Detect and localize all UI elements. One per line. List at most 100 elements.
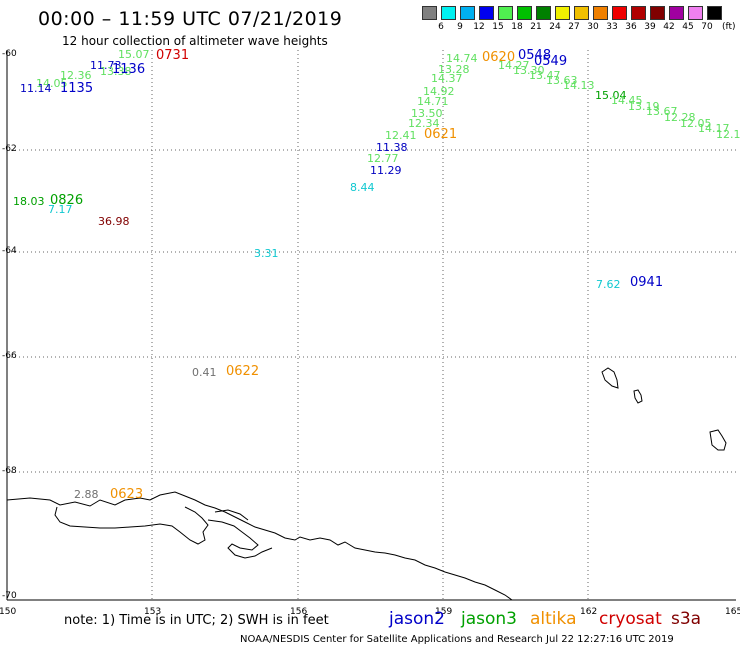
scale-tick-label: 15 [492, 22, 504, 32]
latitude-tick-label: -62 [2, 144, 17, 154]
map-title: 00:00 – 11:59 UTC 07/21/2019 [38, 8, 343, 30]
wave-height-label: 14.45 [611, 94, 643, 107]
wave-height-label: 14.71 [417, 95, 449, 108]
pass-time-label: 0621 [424, 127, 458, 142]
scale-tick-label: 42 [663, 22, 675, 32]
scale-tick-label: 9 [457, 22, 463, 32]
latitude-tick-label: -60 [2, 49, 17, 59]
scale-tick-label: 39 [644, 22, 656, 32]
scale-tick-label: 12 [473, 22, 485, 32]
scale-unit-label: (ft) [722, 22, 736, 32]
wave-height-label: 13.28 [438, 63, 470, 76]
longitude-tick-label: 159 [435, 607, 453, 617]
scale-tick-label: 24 [549, 22, 561, 32]
pass-time-label: 1136 [112, 62, 146, 77]
scale-tick-label: 6 [438, 22, 444, 32]
pass-time-label: 0620 [482, 50, 516, 65]
legend-entry-s3a: s3a [671, 609, 702, 629]
wave-height-label: 12.34 [408, 117, 440, 130]
wave-height-label: 13.19 [628, 100, 660, 113]
wave-height-label: 13.47 [529, 69, 561, 82]
scale-swatch [631, 6, 646, 20]
wave-height-label: 36.98 [98, 215, 130, 228]
scale-swatch [707, 6, 722, 20]
wave-height-label: 14.27 [498, 59, 530, 72]
scale-swatch [669, 6, 684, 20]
longitude-tick-label: 150 [0, 607, 17, 617]
pass-time-label: 0623 [110, 487, 144, 502]
map-frame [6, 50, 736, 601]
map-footer: NOAA/NESDIS Center for Satellite Applica… [240, 634, 674, 645]
scale-swatch [593, 6, 608, 20]
latitude-tick-label: -68 [2, 466, 17, 476]
map-subtitle: 12 hour collection of altimeter wave hei… [62, 34, 328, 48]
scale-tick-label: 33 [606, 22, 618, 32]
wave-height-label: 7.17 [48, 203, 73, 216]
wave-height-label: 11.38 [376, 141, 408, 154]
scale-tick-label: 30 [587, 22, 599, 32]
islands [601, 367, 727, 451]
longitude-tick-label: 153 [144, 607, 162, 617]
longitude-tick-label: 162 [580, 607, 598, 617]
wave-height-label: 11.73 [90, 59, 122, 72]
latitude-tick-label: -66 [2, 351, 17, 361]
wave-height-label: 3.31 [254, 247, 279, 260]
graticule [7, 50, 736, 600]
scale-swatch [498, 6, 513, 20]
latitude-tick-label: -64 [2, 246, 17, 256]
wave-height-label: 13.63 [546, 74, 578, 87]
wave-height-label: 14.92 [423, 85, 455, 98]
pass-time-label: 0826 [50, 193, 84, 208]
scale-tick-label: 36 [625, 22, 637, 32]
scale-swatch [441, 6, 456, 20]
pass-time-label: 0549 [534, 54, 568, 69]
legend-entry-jason2: jason2 [389, 609, 445, 629]
wave-height-label: 14.37 [431, 72, 463, 85]
wave-height-label: 7.62 [596, 278, 621, 291]
scale-swatch [574, 6, 589, 20]
wave-height-label: 15.07 [118, 48, 150, 61]
coastline-antarctica [6, 491, 513, 601]
wave-height-label: 13.67 [646, 105, 678, 118]
wave-height-label: 13.38 [100, 65, 132, 78]
wave-height-label: 15.04 [595, 89, 627, 102]
longitude-tick-label: 156 [290, 607, 308, 617]
scale-swatch [555, 6, 570, 20]
wave-height-label: 14.74 [446, 52, 478, 65]
wave-height-label: 11.14 [20, 82, 52, 95]
wave-height-label: 13.50 [411, 107, 443, 120]
longitude-tick-label: 165 [725, 607, 740, 617]
scale-swatch [688, 6, 703, 20]
wave-height-label: 14.17 [698, 122, 730, 135]
scale-swatch [479, 6, 494, 20]
pass-time-label: 0548 [518, 48, 552, 63]
wave-height-label: 12.77 [367, 152, 399, 165]
wave-height-label: 14.05 [36, 77, 68, 90]
scale-tick-label: 70 [701, 22, 713, 32]
scale-swatch [650, 6, 665, 20]
scale-swatch [612, 6, 627, 20]
scale-tick-label: 18 [511, 22, 523, 32]
wave-height-label: 13.30 [513, 64, 545, 77]
wave-height-label: 12.1 [716, 128, 740, 141]
legend-entry-cryosat: cryosat [599, 609, 662, 629]
wave-height-label: 12.41 [385, 129, 417, 142]
wave-height-label: 12.05 [680, 117, 712, 130]
pass-time-label: 0622 [226, 364, 260, 379]
scale-swatch [422, 6, 437, 20]
pass-time-label: 1135 [60, 81, 94, 96]
legend-entry-jason3: jason3 [461, 609, 517, 629]
latitude-tick-label: -70 [2, 591, 17, 601]
wave-height-label: 18.03 [13, 195, 45, 208]
pass-time-label: 0941 [630, 275, 664, 290]
scale-tick-label: 45 [682, 22, 694, 32]
wave-height-label: 12.28 [664, 111, 696, 124]
wave-height-label: 14.13 [563, 79, 595, 92]
map-note: note: 1) Time is in UTC; 2) SWH is in fe… [64, 613, 329, 628]
wave-height-label: 0.41 [192, 366, 217, 379]
scale-swatch [460, 6, 475, 20]
legend-entry-altika: altika [530, 609, 577, 629]
wave-height-label: 2.88 [74, 488, 99, 501]
wave-height-label: 12.36 [60, 69, 92, 82]
